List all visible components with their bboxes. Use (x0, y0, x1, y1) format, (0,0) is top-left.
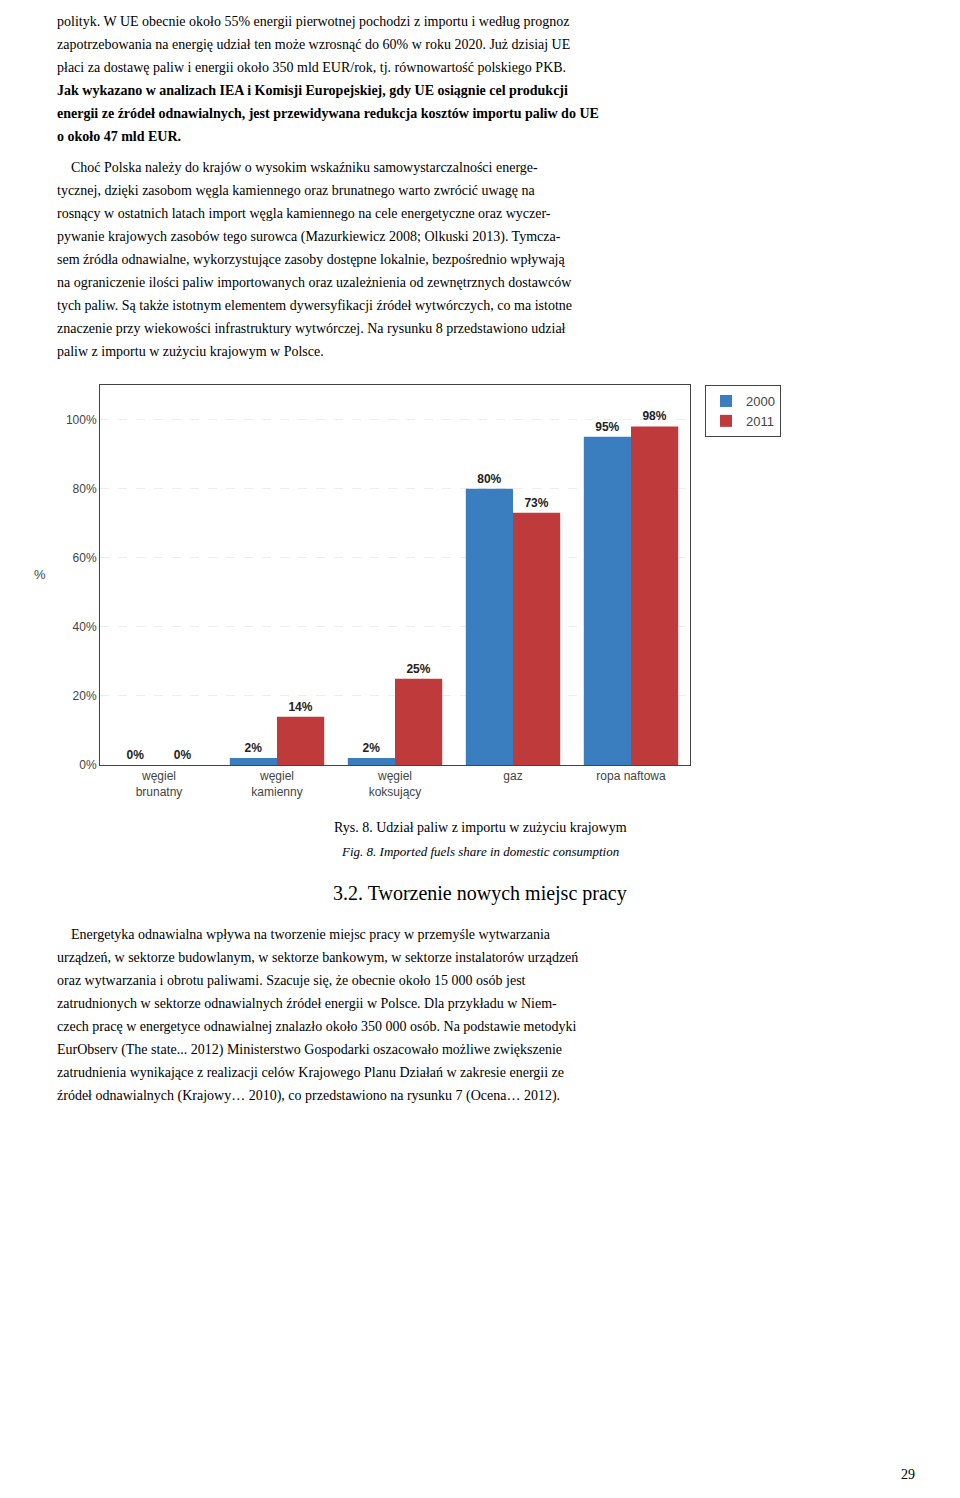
svg-text:zatrudnienia wynikające z real: zatrudnienia wynikające z realizacji cel… (57, 1065, 564, 1080)
svg-text:węgielkoksujący: węgielkoksujący (369, 769, 422, 799)
svg-text:paliw z importu w zużyciu kraj: paliw z importu w zużyciu krajowym w Pol… (57, 344, 324, 359)
svg-text:Jak wykazano w analizach IEA i: Jak wykazano w analizach IEA i Komisji E… (57, 83, 568, 98)
svg-text:zapotrzebowania na energię udz: zapotrzebowania na energię udział ten mo… (57, 37, 570, 52)
svg-text:%: % (34, 567, 46, 582)
svg-text:14%: 14% (288, 700, 312, 714)
svg-text:2%: 2% (363, 741, 381, 755)
svg-text:czech pracę w energetyce odnaw: czech pracę w energetyce odnawialnej zna… (57, 1019, 577, 1034)
svg-text:3.2. Tworzenie nowych miejsc p: 3.2. Tworzenie nowych miejsc pracy (333, 882, 627, 905)
svg-text:2%: 2% (245, 741, 263, 755)
svg-text:źródeł odnawialnych (Krajowy…: źródeł odnawialnych (Krajowy… 2010), co … (57, 1088, 560, 1104)
svg-text:energii ze źródeł odnawialnych: energii ze źródeł odnawialnych, jest prz… (57, 106, 599, 121)
svg-text:sem źródła odnawialne, wykorzy: sem źródła odnawialne, wykorzystujące za… (57, 252, 566, 267)
svg-text:0%: 0% (174, 748, 192, 762)
svg-text:2011: 2011 (746, 414, 774, 429)
svg-text:polityk. W UE obecnie około 55: polityk. W UE obecnie około 55% energii … (57, 14, 569, 29)
svg-text:40%: 40% (73, 620, 97, 634)
svg-text:2000: 2000 (746, 394, 775, 409)
svg-text:tych paliw. Są także istotnym: tych paliw. Są także istotnym elementem … (57, 298, 572, 313)
svg-text:0%: 0% (79, 758, 97, 772)
svg-text:98%: 98% (642, 409, 666, 423)
svg-text:urządzeń, w sektorze budowlany: urządzeń, w sektorze budowlanym, w sekto… (57, 950, 578, 965)
svg-text:100%: 100% (66, 413, 97, 427)
svg-text:Fig. 8. Imported fuels share i: Fig. 8. Imported fuels share in domestic… (341, 844, 619, 859)
svg-text:29: 29 (901, 1467, 915, 1482)
svg-text:EurObserv (The state... 2012): EurObserv (The state... 2012) Ministerst… (57, 1042, 562, 1058)
svg-text:20%: 20% (73, 689, 97, 703)
svg-text:oraz wytwarzania i obrotu pali: oraz wytwarzania i obrotu paliwami. Szac… (57, 973, 526, 988)
svg-text:węgielbrunatny: węgielbrunatny (136, 769, 183, 799)
svg-text:80%: 80% (477, 472, 501, 486)
svg-text:płaci za dostawę paliw i energ: płaci za dostawę paliw i energii około 3… (57, 60, 566, 75)
svg-text:zatrudnionych w sektorze odnaw: zatrudnionych w sektorze odnawialnych źr… (57, 996, 557, 1011)
svg-text:73%: 73% (524, 496, 548, 510)
svg-text:pywanie krajowych zasobów tego: pywanie krajowych zasobów tego surowca (… (57, 229, 561, 245)
svg-text:na ograniczenie ilości paliw i: na ograniczenie ilości paliw importowany… (57, 275, 572, 290)
svg-text:węgielkamienny: węgielkamienny (251, 769, 302, 799)
svg-text:60%: 60% (73, 551, 97, 565)
svg-text:Energetyka odnawialna wpływa n: Energetyka odnawialna wpływa na tworzeni… (57, 927, 551, 942)
svg-text:Rys. 8. Udział paliw z importu: Rys. 8. Udział paliw z importu w zużyciu… (334, 820, 627, 835)
svg-text:ropa naftowa: ropa naftowa (596, 769, 666, 783)
svg-text:gaz: gaz (503, 769, 522, 783)
svg-text:o około 47 mld EUR.: o około 47 mld EUR. (57, 129, 181, 144)
svg-text:Choć Polska należy do krajów o: Choć Polska należy do krajów o wysokim w… (57, 160, 538, 175)
svg-text:0%: 0% (127, 748, 145, 762)
svg-text:25%: 25% (406, 662, 430, 676)
svg-text:rosnący w ostatnich latach imp: rosnący w ostatnich latach import węgla … (57, 206, 551, 221)
svg-text:znaczenie przy wiekowości infr: znaczenie przy wiekowości infrastruktury… (57, 321, 566, 336)
svg-text:tycznej, dzięki zasobom węgla: tycznej, dzięki zasobom węgla kamiennego… (57, 183, 536, 198)
svg-text:80%: 80% (73, 482, 97, 496)
svg-text:95%: 95% (595, 420, 619, 434)
